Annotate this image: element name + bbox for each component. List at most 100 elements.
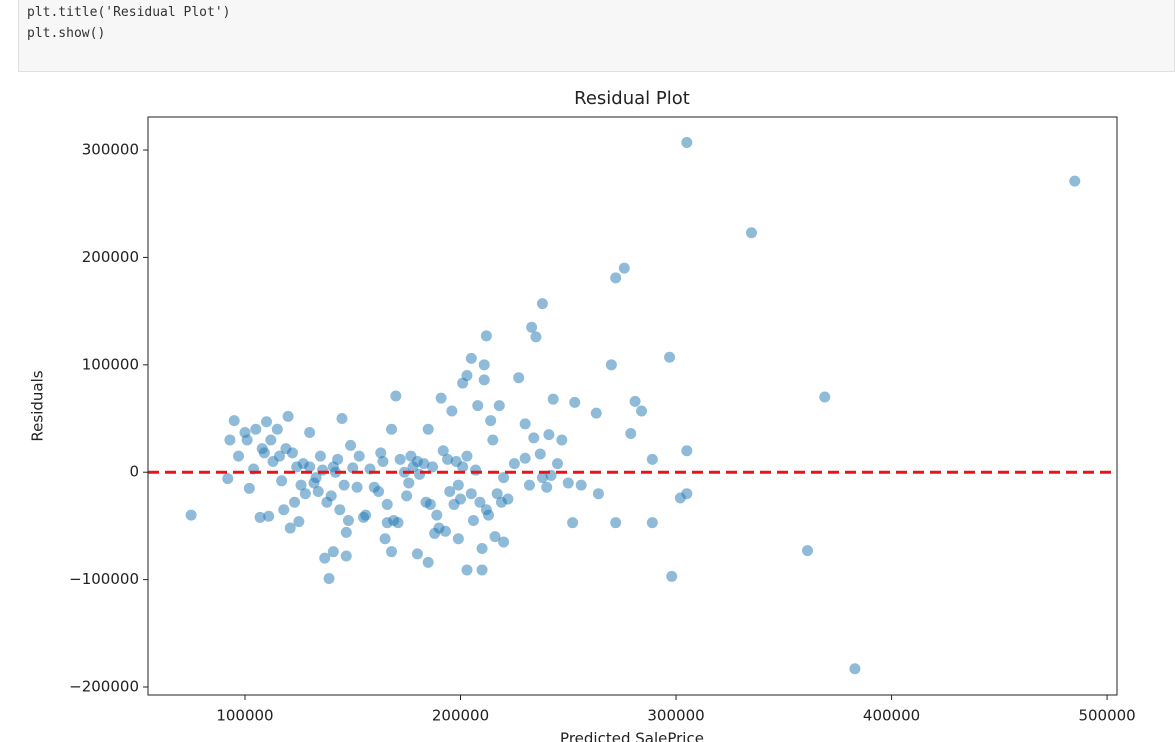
point	[491, 488, 503, 500]
point	[467, 515, 479, 527]
point	[592, 488, 604, 500]
point	[345, 439, 357, 451]
point	[575, 479, 587, 491]
point	[327, 546, 339, 558]
point	[342, 515, 354, 527]
point	[526, 321, 538, 333]
point	[528, 432, 540, 444]
y-tick-label: −100000	[69, 570, 139, 588]
point	[299, 488, 311, 500]
point	[530, 331, 542, 343]
x-tick-label: 300000	[647, 707, 704, 725]
point	[519, 418, 531, 430]
code-line: plt.title('Residual Plot')	[27, 5, 231, 20]
point	[802, 545, 814, 557]
point	[291, 461, 303, 473]
point	[819, 391, 831, 403]
point	[241, 434, 253, 446]
point	[681, 445, 693, 457]
y-axis-label: Residuals	[29, 370, 47, 441]
y-tick-label: 100000	[82, 355, 139, 373]
point	[312, 486, 324, 498]
point	[278, 504, 290, 516]
point	[185, 509, 197, 521]
point	[498, 536, 510, 548]
point	[523, 479, 535, 491]
point	[228, 415, 240, 427]
point	[295, 479, 307, 491]
point	[390, 390, 402, 402]
point	[282, 410, 294, 422]
point	[664, 351, 676, 363]
point	[446, 405, 458, 417]
point	[310, 472, 322, 484]
point	[519, 452, 531, 464]
point	[618, 262, 630, 274]
point	[567, 517, 579, 529]
x-axis-label: Predicted SalePrice	[560, 730, 704, 742]
point	[338, 479, 350, 491]
point	[323, 573, 335, 585]
point	[483, 509, 495, 521]
point	[394, 453, 406, 465]
point	[457, 461, 469, 473]
y-tick-label: 0	[129, 463, 139, 481]
point	[284, 522, 296, 534]
point	[556, 434, 568, 446]
point	[358, 511, 370, 523]
point	[478, 374, 490, 386]
point	[379, 533, 391, 545]
point	[261, 416, 273, 428]
point	[276, 475, 288, 487]
y-tick-label: 200000	[82, 248, 139, 266]
point	[452, 479, 464, 491]
point	[1069, 175, 1081, 187]
point	[381, 517, 393, 529]
point	[403, 477, 415, 489]
point	[353, 450, 365, 462]
point	[461, 450, 473, 462]
point	[536, 298, 548, 310]
point	[351, 481, 363, 493]
point	[534, 448, 546, 460]
point	[243, 482, 255, 494]
point	[489, 531, 501, 543]
point	[474, 496, 486, 508]
point	[681, 488, 693, 500]
point	[401, 490, 413, 502]
point	[431, 509, 443, 521]
point	[569, 396, 581, 408]
point	[254, 511, 266, 523]
point	[319, 552, 331, 564]
point	[465, 488, 477, 500]
point	[250, 423, 262, 435]
point	[745, 227, 757, 239]
point	[327, 461, 339, 473]
point	[541, 481, 553, 493]
point	[457, 377, 469, 389]
point	[536, 472, 548, 484]
point	[476, 564, 488, 576]
point	[646, 453, 658, 465]
point	[610, 272, 622, 284]
point	[314, 450, 326, 462]
plot-frame	[147, 116, 1118, 696]
y-tick-label: 300000	[82, 141, 139, 159]
point	[426, 461, 438, 473]
point	[422, 556, 434, 568]
point	[513, 372, 525, 384]
point	[493, 400, 505, 412]
x-tick-label: 100000	[216, 707, 273, 725]
y-tick-label: −200000	[69, 677, 139, 695]
point	[487, 434, 499, 446]
code-cell[interactable]: plt.title('Residual Plot') plt.show()	[18, 0, 1175, 72]
point	[478, 359, 490, 371]
point	[547, 393, 559, 405]
point	[422, 423, 434, 435]
point	[224, 434, 236, 446]
point	[476, 542, 488, 554]
point	[233, 450, 245, 462]
point	[465, 352, 477, 364]
point	[411, 548, 423, 560]
point	[666, 570, 678, 582]
